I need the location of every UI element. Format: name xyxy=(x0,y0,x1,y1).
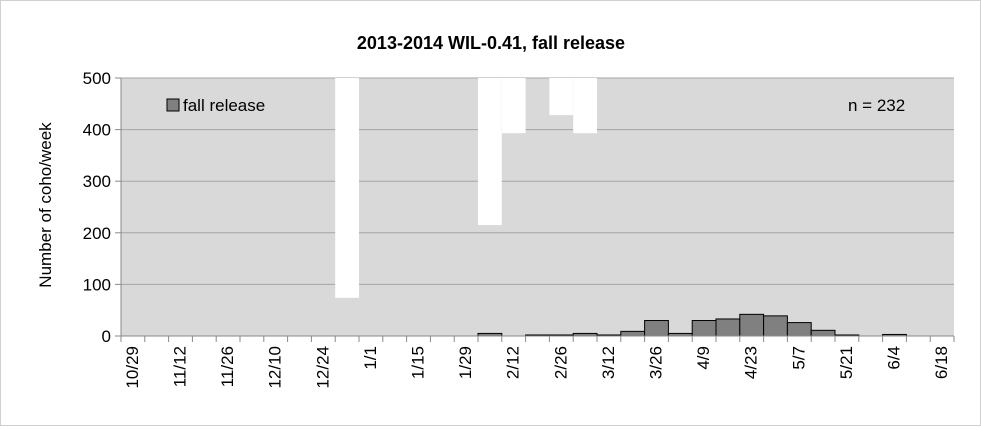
x-tick-label: 1/15 xyxy=(409,346,428,379)
y-tick-label: 500 xyxy=(83,69,111,88)
sampling-gap xyxy=(573,78,597,134)
y-tick-label: 100 xyxy=(83,275,111,294)
bar xyxy=(691,320,717,337)
x-tick-label: 6/4 xyxy=(885,346,904,370)
sampling-gap xyxy=(549,78,574,116)
x-tick-label: 11/12 xyxy=(171,346,190,387)
bar xyxy=(620,330,646,337)
plot-area xyxy=(121,78,954,336)
x-tick-label: 5/7 xyxy=(789,346,808,370)
y-tick-label: 400 xyxy=(83,121,111,140)
x-tick-label: 12/24 xyxy=(313,346,332,389)
sample-size-annotation: n = 232 xyxy=(848,96,905,115)
y-tick-label: 300 xyxy=(83,172,111,191)
x-tick-label: 3/12 xyxy=(599,346,618,379)
x-tick-label: 11/26 xyxy=(218,346,237,387)
x-tick-label: 6/18 xyxy=(932,346,951,379)
bar xyxy=(715,318,741,337)
x-tick-label: 10/29 xyxy=(123,346,142,389)
x-tick-label: 1/1 xyxy=(361,346,380,370)
x-tick-label: 2/12 xyxy=(504,346,523,379)
x-tick-label: 12/10 xyxy=(266,346,285,389)
x-tick-labels: 10/29 11/12 11/26 12/10 12/24 1/1 1/15 1/29 2/12… xyxy=(123,346,951,389)
y-tick-label: 0 xyxy=(102,327,111,346)
bar xyxy=(644,320,669,337)
axes xyxy=(115,77,955,342)
sampling-gap xyxy=(501,78,526,134)
bar-series-fall-release xyxy=(477,313,907,337)
grid-lines xyxy=(121,77,954,285)
bar xyxy=(739,313,765,337)
bar xyxy=(810,329,836,337)
x-tick-label: 4/23 xyxy=(742,346,761,379)
y-tick-label: 200 xyxy=(83,224,111,243)
bar xyxy=(786,322,812,337)
legend-swatch xyxy=(166,98,180,112)
y-axis-label: Number of coho/week xyxy=(36,122,55,288)
x-tick-label: 3/26 xyxy=(647,346,666,379)
bar xyxy=(763,315,788,337)
x-tick-label: 5/21 xyxy=(837,346,856,379)
sampling-gap xyxy=(478,78,502,226)
x-tick-label: 4/9 xyxy=(694,346,713,370)
sampling-gaps xyxy=(335,78,597,298)
legend-label: fall release xyxy=(183,96,265,115)
x-tick-label: 2/26 xyxy=(551,346,570,379)
y-tick-labels: 0 100 200 300 400 500 xyxy=(83,69,111,346)
legend: fall release xyxy=(166,96,265,115)
x-tick-label: 1/29 xyxy=(456,346,475,379)
sampling-gap xyxy=(335,78,359,298)
chart-title: 2013-2014 WIL-0.41, fall release xyxy=(357,33,625,53)
